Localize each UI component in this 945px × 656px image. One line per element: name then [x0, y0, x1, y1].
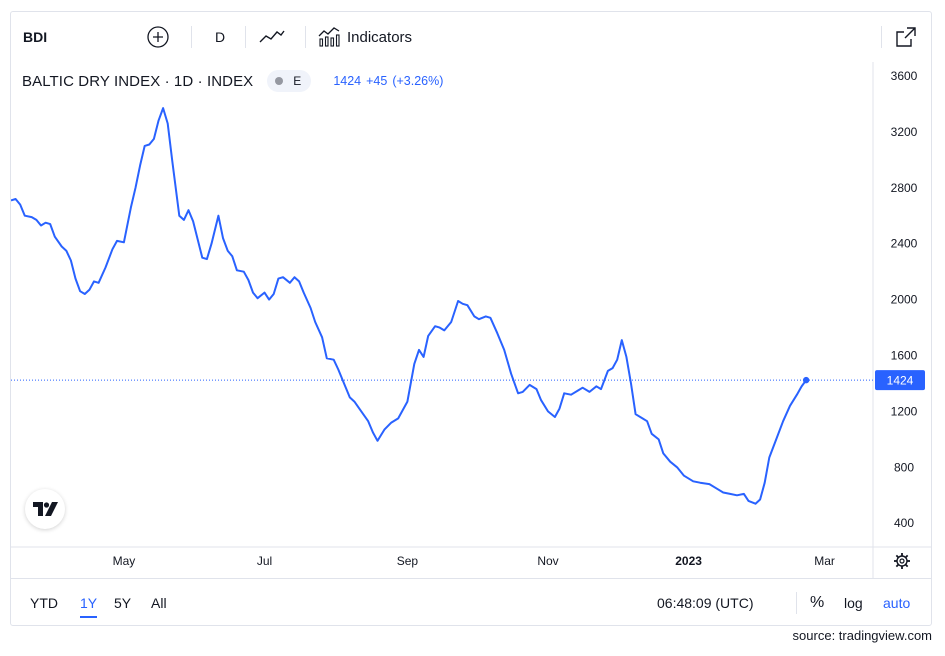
- chart-widget: BDI D Indicators: [10, 11, 932, 626]
- symbol-search-button[interactable]: BDI: [23, 29, 48, 45]
- fullscreen-button[interactable]: [893, 24, 919, 50]
- interval-button[interactable]: D: [214, 29, 226, 45]
- y-tick-label: 1200: [891, 404, 918, 418]
- chart-style-button[interactable]: [257, 24, 287, 50]
- bottom-divider: [796, 592, 797, 614]
- last-price-label: 1424: [887, 374, 914, 388]
- y-tick-label: 2800: [891, 181, 918, 195]
- utc-clock[interactable]: 06:48:09 (UTC): [657, 595, 754, 611]
- range-button-all[interactable]: All: [151, 595, 167, 611]
- plus-circle-icon: [147, 26, 169, 48]
- tradingview-logo-icon: [33, 502, 58, 516]
- toolbar-divider: [245, 26, 246, 48]
- x-tick-label: Sep: [397, 554, 419, 568]
- legend-values: 1424 +45 (+3.26%): [333, 74, 443, 88]
- percent-scale-toggle[interactable]: %: [810, 594, 825, 611]
- price-chart[interactable]: 400 800 1200 1600 2000 2400 2800 3200 3600 May Jul…: [11, 12, 932, 578]
- last-point-marker: [802, 376, 810, 384]
- compare-symbol-button[interactable]: [145, 24, 171, 50]
- auto-scale-toggle[interactable]: auto: [883, 595, 911, 611]
- indicators-button[interactable]: Indicators: [317, 24, 412, 50]
- last-price-label-bg: [875, 370, 925, 391]
- y-tick-label: 3200: [891, 125, 918, 139]
- x-tick-label: 2023: [675, 554, 702, 568]
- legend-change-percent: (+3.26%): [392, 74, 444, 88]
- legend-change: +45: [366, 74, 388, 88]
- toolbar-divider: [191, 26, 192, 48]
- toolbar-divider: [881, 26, 882, 48]
- source-caption: source: tradingview.com: [792, 628, 932, 643]
- x-tick-label: Jul: [257, 554, 272, 568]
- series-legend: BALTIC DRY INDEX · 1D · INDEX E 1424 +45…: [22, 69, 443, 93]
- y-tick-label: 800: [894, 460, 914, 474]
- line-chart-icon: [259, 30, 285, 43]
- toolbar-divider: [305, 26, 306, 48]
- series-line[interactable]: [11, 107, 808, 505]
- log-scale-toggle[interactable]: log: [844, 595, 863, 611]
- range-button-1y[interactable]: 1Y: [80, 579, 98, 625]
- legend-last-value: 1424: [333, 74, 362, 88]
- status-dot-icon: [275, 77, 284, 85]
- settings-gear-icon[interactable]: [894, 553, 910, 569]
- x-tick-label: Nov: [537, 554, 558, 568]
- y-tick-label: 2000: [891, 293, 918, 307]
- y-tick-label: 400: [894, 516, 914, 530]
- indicators-label: Indicators: [347, 28, 413, 46]
- series-title: BALTIC DRY INDEX · 1D · INDEX: [22, 72, 254, 90]
- market-status-badge[interactable]: E: [267, 70, 312, 92]
- y-tick-label: 1600: [891, 349, 918, 363]
- market-status-label: E: [293, 74, 302, 88]
- range-button-ytd[interactable]: YTD: [30, 595, 58, 611]
- y-tick-label: 3600: [891, 69, 918, 83]
- indicators-icon: [318, 27, 340, 47]
- x-tick-label: Mar: [814, 554, 835, 568]
- tradingview-logo[interactable]: [25, 489, 65, 529]
- top-toolbar: BDI D Indicators: [11, 12, 931, 62]
- range-button-5y[interactable]: 5Y: [114, 595, 132, 611]
- fullscreen-icon: [896, 27, 916, 47]
- x-tick-label: May: [113, 554, 136, 568]
- y-tick-label: 2400: [891, 237, 918, 251]
- bottom-toolbar: YTD 1Y 5Y All 06:48:09 (UTC) % log auto: [11, 578, 931, 625]
